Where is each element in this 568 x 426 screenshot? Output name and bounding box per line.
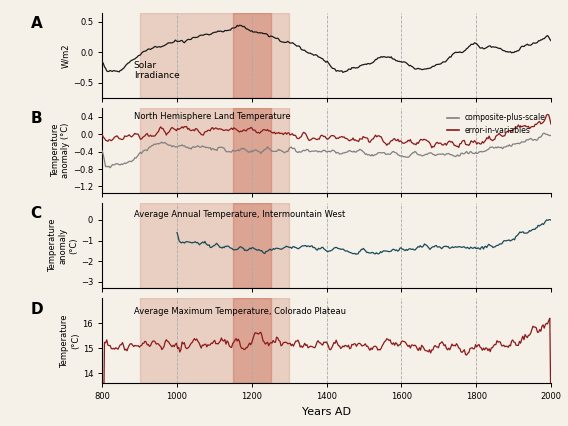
Bar xyxy=(140,203,289,288)
Text: C: C xyxy=(31,207,41,222)
Y-axis label: W/m2: W/m2 xyxy=(61,43,70,68)
Bar xyxy=(140,13,289,98)
Text: Average Annual Temperature, Intermountain West: Average Annual Temperature, Intermountai… xyxy=(133,210,345,219)
Y-axis label: Temperature
(°C): Temperature (°C) xyxy=(60,314,80,368)
Bar xyxy=(233,298,270,383)
Text: B: B xyxy=(31,111,42,126)
Bar xyxy=(233,13,270,98)
Y-axis label: Temperature
anomaly
(°C): Temperature anomaly (°C) xyxy=(48,219,78,273)
Legend: composite-plus-scale, error-in-variables: composite-plus-scale, error-in-variables xyxy=(444,110,549,138)
Bar xyxy=(233,108,270,193)
Text: D: D xyxy=(31,302,43,317)
Y-axis label: Temperature
anomaly (°C): Temperature anomaly (°C) xyxy=(51,123,70,178)
Bar xyxy=(233,203,270,288)
Bar xyxy=(140,108,289,193)
Text: Solar
Irradiance: Solar Irradiance xyxy=(133,61,179,80)
Text: A: A xyxy=(31,16,42,31)
Bar xyxy=(140,298,289,383)
X-axis label: Years AD: Years AD xyxy=(302,407,351,417)
Text: North Hemisphere Land Temperature: North Hemisphere Land Temperature xyxy=(133,112,290,121)
Text: Average Maximum Temperature, Colorado Plateau: Average Maximum Temperature, Colorado Pl… xyxy=(133,307,346,316)
